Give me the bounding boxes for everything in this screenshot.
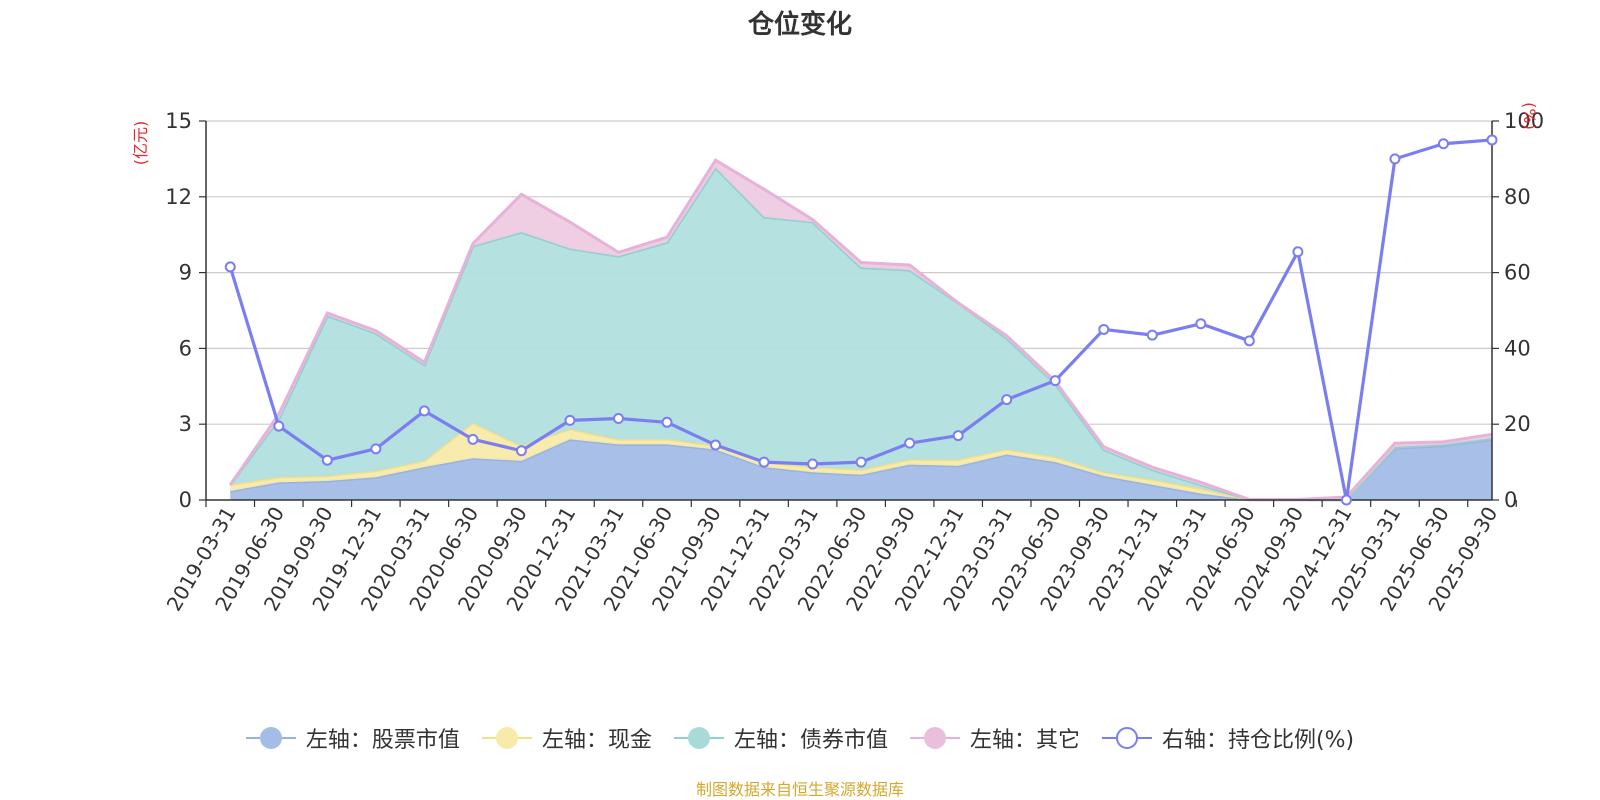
ratio-point bbox=[418, 405, 430, 417]
legend-item-other[interactable]: 左轴：其它 bbox=[909, 722, 1080, 754]
legend-bond-marker-icon bbox=[673, 725, 724, 751]
legend-bond-label: 左轴：债券市值 bbox=[733, 728, 888, 753]
ratio-point bbox=[1243, 335, 1255, 347]
legend-other-label: 左轴：其它 bbox=[969, 728, 1080, 753]
right-axis-tick-label: 60 bbox=[1504, 261, 1531, 285]
ratio-point bbox=[1389, 153, 1401, 165]
ratio-point bbox=[1001, 394, 1013, 406]
left-axis-tick-label: 6 bbox=[179, 336, 192, 360]
ratio-point bbox=[1098, 323, 1110, 335]
ratio-point bbox=[515, 445, 527, 457]
ratio-point bbox=[1437, 138, 1449, 150]
right-axis-tick-label: 40 bbox=[1504, 336, 1531, 360]
legend-other-marker-icon bbox=[909, 725, 960, 751]
legend-item-stock[interactable]: 左轴：股票市值 bbox=[245, 722, 460, 754]
ratio-point bbox=[1486, 134, 1498, 146]
ratio-point bbox=[612, 413, 624, 425]
legend-cash-label: 左轴：现金 bbox=[541, 728, 652, 753]
legend-ratio-label: 右轴：持仓比例(%) bbox=[1161, 728, 1355, 753]
chart-title: 仓位变化 bbox=[747, 10, 852, 40]
ratio-point bbox=[1146, 329, 1158, 341]
left-axis-tick-label: 0 bbox=[179, 488, 192, 512]
ratio-point bbox=[564, 414, 576, 426]
legend-stock-marker-icon bbox=[245, 725, 296, 751]
right-axis-tick-label: 0 bbox=[1504, 488, 1517, 512]
left-axis-unit: (亿元) bbox=[131, 121, 150, 166]
right-axis-tick-label: 80 bbox=[1504, 185, 1531, 209]
ratio-point bbox=[661, 416, 673, 428]
ratio-point bbox=[370, 443, 382, 455]
stacked-areas bbox=[229, 158, 1493, 502]
legend-ratio-marker-icon bbox=[1101, 725, 1152, 751]
left-axis-tick-label: 3 bbox=[179, 412, 192, 436]
right-axis-tick-label: 100 bbox=[1504, 109, 1544, 133]
ratio-point bbox=[1195, 318, 1207, 330]
right-axis-unit: (%) bbox=[1520, 102, 1539, 130]
ratio-point bbox=[855, 456, 867, 468]
ratio-point bbox=[224, 261, 236, 273]
area-左轴：股票市值 bbox=[230, 439, 1492, 500]
ratio-point bbox=[904, 437, 916, 449]
source-note: 制图数据来自恒生聚源数据库 bbox=[695, 780, 904, 799]
legend-stock-label: 左轴：股票市值 bbox=[305, 728, 460, 753]
right-axis-tick-label: 20 bbox=[1504, 412, 1531, 436]
left-axis-tick-label: 9 bbox=[179, 261, 192, 285]
ratio-point bbox=[758, 456, 770, 468]
left-axis-tick-label: 12 bbox=[165, 185, 192, 209]
ratio-point bbox=[273, 420, 285, 432]
legend-item-ratio[interactable]: 右轴：持仓比例(%) bbox=[1101, 722, 1355, 754]
legend-item-bond[interactable]: 左轴：债券市值 bbox=[673, 722, 888, 754]
legend-cash-marker-icon bbox=[481, 725, 532, 751]
area-左轴：债券市值 bbox=[230, 167, 1492, 500]
legend: 左轴：股票市值 左轴：现金 左轴：债券市值 左轴：其它 右轴：持仓比例(%) bbox=[0, 722, 1600, 754]
ratio-point bbox=[321, 454, 333, 466]
ratio-point bbox=[710, 439, 722, 451]
ratio-point bbox=[952, 430, 964, 442]
area-左轴：现金 bbox=[230, 422, 1492, 500]
ratio-point bbox=[1292, 246, 1304, 258]
ratio-line-series bbox=[224, 134, 1498, 506]
ratio-point bbox=[1340, 494, 1352, 506]
ratio-point bbox=[467, 433, 479, 445]
ratio-point bbox=[1049, 375, 1061, 387]
left-axis-tick-label: 15 bbox=[165, 109, 192, 133]
legend-item-cash[interactable]: 左轴：现金 bbox=[481, 722, 652, 754]
ratio-point bbox=[807, 458, 819, 470]
